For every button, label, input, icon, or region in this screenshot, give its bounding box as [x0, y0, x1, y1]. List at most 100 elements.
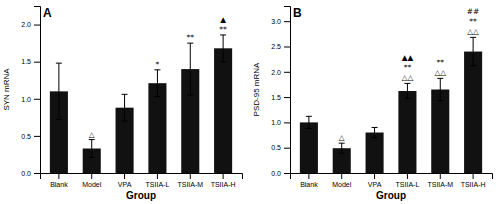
annotation: ▲▲: [402, 53, 414, 62]
annotation: △: [89, 130, 95, 139]
tick: Blank: [50, 173, 68, 188]
y-axis: 0.00.51.01.52.02.53.0: [271, 7, 290, 177]
tick-mark: [284, 97, 290, 98]
tick: 0.5: [21, 133, 40, 140]
panel: 0.00.51.01.52.0BlankModelVPATSIIA-LTSIIA…: [2, 6, 243, 201]
tick: 0.5: [271, 144, 290, 151]
tick: 0.0: [21, 170, 40, 177]
annotation: △: [339, 133, 345, 142]
tick-label: 0.5: [271, 144, 281, 151]
panel-label: B: [293, 6, 302, 20]
error-cap: [220, 34, 226, 35]
error-cap: [437, 100, 443, 101]
annotation: **: [437, 58, 445, 67]
x-axis-title: Group: [376, 190, 406, 201]
error-bar: [372, 127, 378, 137]
tick: 1.5: [21, 58, 40, 65]
annotation: **: [219, 25, 227, 34]
tick-label: TSIIA-L: [396, 181, 420, 188]
annotation: △△: [434, 68, 446, 77]
tick-label: TSIIA-H: [211, 181, 236, 188]
tick: TSIIA-L: [146, 173, 170, 188]
tick: VPA: [368, 173, 382, 188]
axis-line: [291, 174, 493, 180]
tick: 1.0: [271, 119, 290, 126]
error-bar: [470, 37, 476, 65]
tick-label: 2.0: [21, 21, 31, 28]
bar: [148, 83, 166, 173]
error-cap: [56, 119, 62, 120]
tick: TSIIA-L: [396, 173, 420, 188]
error-bar: [187, 43, 193, 95]
error-bar: [306, 116, 312, 128]
error-line: [407, 83, 408, 98]
tick-mark: [374, 173, 375, 179]
tick-label: VPA: [118, 181, 132, 188]
chart-svg: 0.0 0.5 1.0 1.5 2.0 Blank Model VPA TSIIA-L TSIIA…: [0, 0, 500, 204]
tick: TSIIA-H: [211, 173, 236, 188]
error-line: [308, 116, 309, 128]
panel-label: A: [43, 6, 52, 20]
tick-label: 1.5: [271, 94, 281, 101]
error-cap: [89, 139, 95, 140]
tick-mark: [284, 148, 290, 149]
error-cap: [56, 63, 62, 64]
annotations: △▲▲**△△**△△##**△△: [339, 7, 480, 142]
annotation: **: [404, 63, 412, 72]
error-cap: [437, 78, 443, 79]
tick-mark: [284, 122, 290, 123]
plot-area: 0.00.51.01.52.0BlankModelVPATSIIA-LTSIIA…: [2, 6, 243, 201]
error-line: [341, 143, 342, 153]
axis-line: [34, 7, 41, 174]
tick-label: TSIIA-M: [177, 181, 203, 188]
tick-mark: [223, 173, 224, 179]
error-bar: [404, 83, 410, 98]
y-axis-title: SYN mRNA: [2, 68, 11, 111]
error-line: [58, 63, 59, 119]
tick-mark: [284, 21, 290, 22]
error-cap: [372, 127, 378, 128]
axis-line: [284, 7, 291, 174]
error-line: [91, 140, 92, 158]
error-line: [190, 43, 191, 95]
marks: [50, 35, 232, 173]
tick: 2.0: [271, 69, 290, 76]
bar: [366, 133, 384, 173]
error-bar: [89, 140, 95, 158]
error-cap: [154, 69, 160, 70]
tick-mark: [473, 173, 474, 179]
tick: 3.0: [271, 18, 290, 25]
error-cap: [339, 153, 345, 154]
tick: 2.0: [21, 21, 40, 28]
error-line: [157, 70, 158, 97]
error-line: [374, 127, 375, 137]
plot-area: 0.00.51.01.52.02.53.0BlankModelVPATSIIA-…: [252, 6, 493, 201]
tick-label: Blank: [300, 181, 318, 188]
annotations: △***▲**: [89, 15, 227, 139]
tick-mark: [58, 173, 59, 179]
tick-label: Blank: [50, 181, 68, 188]
tick: TSIIA-M: [427, 173, 453, 188]
annotation: ##: [467, 7, 480, 16]
error-cap: [220, 61, 226, 62]
tick-mark: [440, 173, 441, 179]
tick-mark: [284, 72, 290, 73]
annotation: △△: [467, 27, 479, 36]
x-axis-title: Group: [126, 190, 156, 201]
x-axis: BlankModelVPATSIIA-LTSIIA-MTSIIA-H: [291, 173, 493, 188]
error-cap: [470, 65, 476, 66]
tick-mark: [34, 136, 40, 137]
tick: VPA: [118, 173, 132, 188]
tick-mark: [284, 46, 290, 47]
tick-mark: [34, 173, 40, 174]
error-cap: [187, 95, 193, 96]
error-bar: [56, 63, 62, 119]
tick: 1.5: [271, 94, 290, 101]
tick-label: 0.0: [271, 170, 281, 177]
tick-label: Model: [82, 181, 102, 188]
tick-mark: [190, 173, 191, 179]
error-bar: [437, 78, 443, 100]
error-cap: [404, 98, 410, 99]
y-axis: 0.00.51.01.52.0: [21, 7, 40, 177]
tick-label: 1.5: [21, 58, 31, 65]
